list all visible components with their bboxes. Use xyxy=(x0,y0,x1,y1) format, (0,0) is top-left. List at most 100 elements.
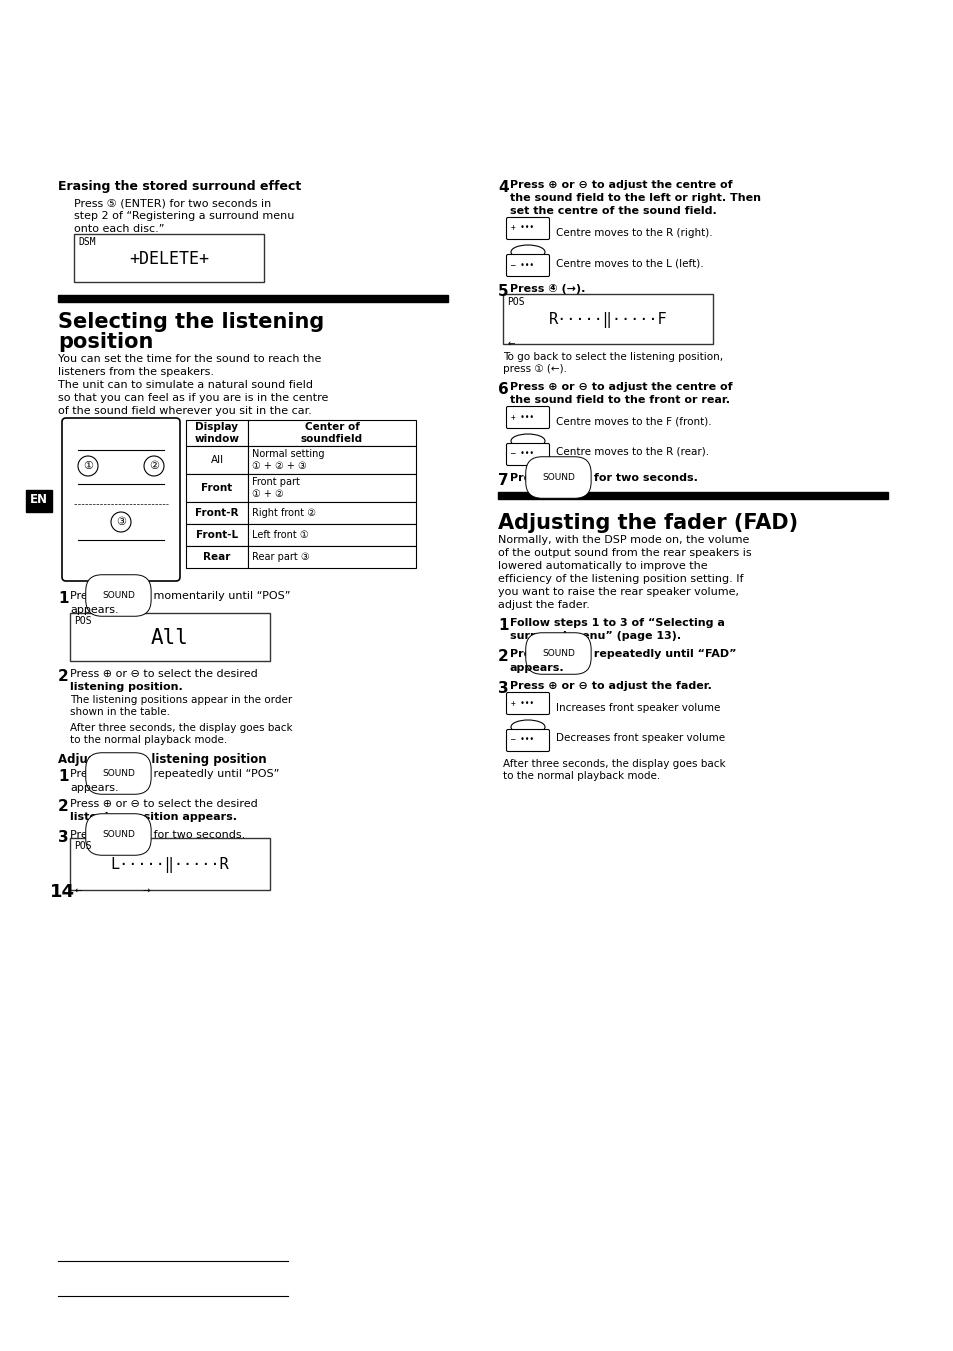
Bar xyxy=(70,613,270,661)
Text: SOUND: SOUND xyxy=(102,590,134,600)
Text: adjust the fader.: adjust the fader. xyxy=(497,600,589,611)
Text: 4: 4 xyxy=(497,180,508,195)
Text: Press: Press xyxy=(70,830,103,840)
FancyBboxPatch shape xyxy=(506,730,549,751)
Bar xyxy=(248,503,416,524)
Text: you want to raise the rear speaker volume,: you want to raise the rear speaker volum… xyxy=(497,586,739,597)
Text: +DELETE+: +DELETE+ xyxy=(129,250,209,267)
Text: appears.: appears. xyxy=(70,784,118,793)
Text: ②: ② xyxy=(149,461,159,471)
Text: L·····‖·····R: L·····‖·····R xyxy=(111,857,229,873)
Text: Press ④ (→).: Press ④ (→). xyxy=(510,284,585,295)
Text: Erasing the stored surround effect: Erasing the stored surround effect xyxy=(58,180,301,193)
Text: Centre moves to the F (front).: Centre moves to the F (front). xyxy=(556,417,711,427)
Bar xyxy=(497,492,887,499)
Bar xyxy=(248,524,416,546)
Bar xyxy=(186,524,248,546)
Text: of the sound field wherever you sit in the car.: of the sound field wherever you sit in t… xyxy=(58,407,312,416)
Text: ③: ③ xyxy=(116,517,126,527)
Text: + •••: + ••• xyxy=(511,223,534,232)
Bar xyxy=(186,546,248,567)
FancyBboxPatch shape xyxy=(506,407,549,428)
Bar xyxy=(248,474,416,503)
Text: Display
window: Display window xyxy=(194,422,239,444)
Text: SOUND: SOUND xyxy=(541,648,575,658)
Text: After three seconds, the display goes back: After three seconds, the display goes ba… xyxy=(502,759,725,769)
Text: ←: ← xyxy=(507,339,515,349)
Text: Press ⊕ or ⊖ to select the desired: Press ⊕ or ⊖ to select the desired xyxy=(70,798,257,809)
Text: repeatedly until “FAD”: repeatedly until “FAD” xyxy=(589,648,736,659)
Bar xyxy=(26,489,52,512)
Text: Increases front speaker volume: Increases front speaker volume xyxy=(556,703,720,713)
Text: The unit can to simulate a natural sound field: The unit can to simulate a natural sound… xyxy=(58,380,313,390)
Text: POS: POS xyxy=(506,297,524,307)
Text: SOUND: SOUND xyxy=(541,473,575,482)
Text: appears.: appears. xyxy=(70,605,118,615)
Text: Adjusting the listening position: Adjusting the listening position xyxy=(58,753,266,766)
Text: Normally, with the DSP mode on, the volume: Normally, with the DSP mode on, the volu… xyxy=(497,535,749,544)
Text: to the normal playback mode.: to the normal playback mode. xyxy=(502,771,659,781)
Text: 3: 3 xyxy=(497,681,508,696)
Text: Rear part ③: Rear part ③ xyxy=(252,553,310,562)
Text: Press: Press xyxy=(510,648,548,659)
Text: You can set the time for the sound to reach the: You can set the time for the sound to re… xyxy=(58,354,321,363)
Text: listeners from the speakers.: listeners from the speakers. xyxy=(58,367,213,377)
Text: 1: 1 xyxy=(58,769,69,784)
Text: 14: 14 xyxy=(50,884,75,901)
Text: The listening positions appear in the order: The listening positions appear in the or… xyxy=(70,694,292,705)
Ellipse shape xyxy=(511,434,544,449)
Text: Front: Front xyxy=(201,484,233,493)
FancyBboxPatch shape xyxy=(506,443,549,466)
Text: Press: Press xyxy=(70,590,103,601)
FancyBboxPatch shape xyxy=(506,218,549,239)
Ellipse shape xyxy=(511,245,544,259)
Text: Left front ①: Left front ① xyxy=(252,530,309,540)
Text: of the output sound from the rear speakers is: of the output sound from the rear speake… xyxy=(497,549,751,558)
Text: POS: POS xyxy=(74,616,91,626)
Text: 1: 1 xyxy=(58,590,69,607)
Text: Center of
soundfield: Center of soundfield xyxy=(300,422,363,444)
Text: appears.: appears. xyxy=(510,663,564,673)
Bar xyxy=(186,420,248,446)
Text: 7: 7 xyxy=(497,473,508,488)
Bar xyxy=(74,234,264,282)
Text: Centre moves to the R (right).: Centre moves to the R (right). xyxy=(556,228,712,238)
Text: lowered automatically to improve the: lowered automatically to improve the xyxy=(497,561,707,571)
Text: shown in the table.: shown in the table. xyxy=(70,707,170,717)
Text: efficiency of the listening position setting. If: efficiency of the listening position set… xyxy=(497,574,742,584)
Text: 2: 2 xyxy=(58,798,69,815)
Text: Front-R: Front-R xyxy=(195,508,238,517)
Bar xyxy=(186,446,248,474)
Text: ①: ① xyxy=(83,461,92,471)
Text: EN: EN xyxy=(30,493,48,507)
FancyBboxPatch shape xyxy=(62,417,180,581)
Bar xyxy=(248,546,416,567)
Bar xyxy=(248,420,416,446)
Text: Front-L: Front-L xyxy=(195,530,238,540)
Text: Normal setting
① + ② + ③: Normal setting ① + ② + ③ xyxy=(252,449,324,471)
Text: 1: 1 xyxy=(497,617,508,634)
Text: 5: 5 xyxy=(497,284,508,299)
Text: Press ⊕ or ⊖ to adjust the fader.: Press ⊕ or ⊖ to adjust the fader. xyxy=(510,681,711,690)
Text: Selecting the listening: Selecting the listening xyxy=(58,312,324,332)
Text: – •••: – ••• xyxy=(511,450,534,458)
Text: POS: POS xyxy=(74,842,91,851)
Text: Press ⊕ or ⊖ to select the desired: Press ⊕ or ⊖ to select the desired xyxy=(70,669,257,680)
Text: Front part
① + ②: Front part ① + ② xyxy=(252,477,299,500)
Text: position: position xyxy=(58,332,153,353)
Circle shape xyxy=(78,457,98,476)
Text: Rear: Rear xyxy=(203,553,231,562)
Text: set the centre of the sound field.: set the centre of the sound field. xyxy=(510,205,716,216)
Text: Decreases front speaker volume: Decreases front speaker volume xyxy=(556,734,724,743)
Text: SOUND: SOUND xyxy=(102,769,134,778)
Text: Press: Press xyxy=(510,473,548,484)
Text: 2: 2 xyxy=(497,648,508,663)
Text: Follow steps 1 to 3 of “Selecting a: Follow steps 1 to 3 of “Selecting a xyxy=(510,617,724,628)
FancyBboxPatch shape xyxy=(506,693,549,715)
Text: for two seconds.: for two seconds. xyxy=(150,830,245,840)
Text: →: → xyxy=(143,886,151,894)
Ellipse shape xyxy=(511,720,544,734)
Text: Centre moves to the R (rear).: Centre moves to the R (rear). xyxy=(556,447,708,457)
Text: step 2 of “Registering a surround menu: step 2 of “Registering a surround menu xyxy=(74,211,294,222)
Text: press ① (←).: press ① (←). xyxy=(502,363,566,374)
